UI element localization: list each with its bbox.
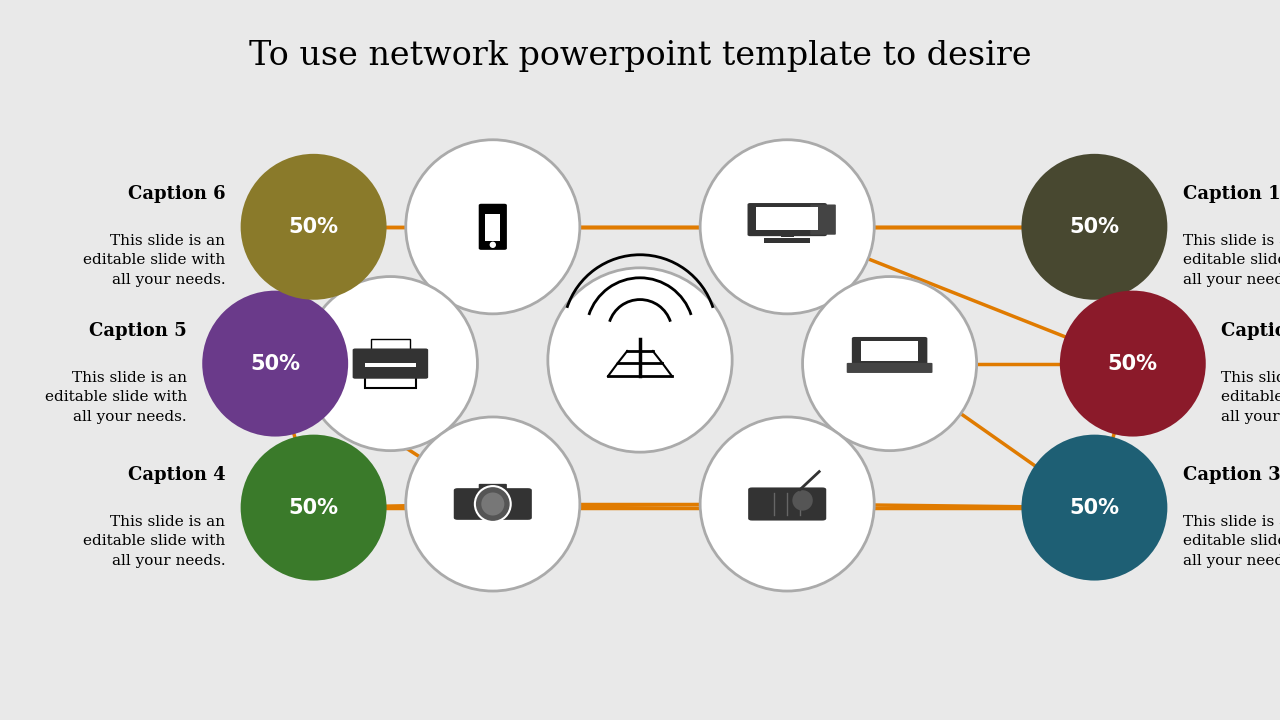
FancyBboxPatch shape (748, 203, 827, 236)
FancyBboxPatch shape (479, 204, 507, 250)
Ellipse shape (406, 417, 580, 591)
FancyBboxPatch shape (847, 363, 932, 373)
FancyBboxPatch shape (479, 484, 507, 492)
Text: 50%: 50% (1107, 354, 1158, 374)
FancyBboxPatch shape (764, 238, 810, 243)
FancyBboxPatch shape (781, 226, 794, 237)
Text: 50%: 50% (288, 217, 339, 237)
FancyBboxPatch shape (860, 341, 919, 361)
Text: 50%: 50% (250, 354, 301, 374)
FancyBboxPatch shape (353, 348, 428, 379)
Ellipse shape (1021, 154, 1167, 300)
Text: This slide is an
editable slide with
all your needs.: This slide is an editable slide with all… (1183, 234, 1280, 287)
Ellipse shape (475, 486, 511, 522)
Ellipse shape (700, 417, 874, 591)
Text: This slide is an
editable slide with
all your needs.: This slide is an editable slide with all… (83, 234, 225, 287)
Text: This slide is an
editable slide with
all your needs.: This slide is an editable slide with all… (1221, 371, 1280, 424)
Text: Caption 3: Caption 3 (1183, 467, 1280, 484)
FancyBboxPatch shape (454, 488, 532, 520)
Ellipse shape (202, 291, 348, 436)
Ellipse shape (548, 268, 732, 452)
Ellipse shape (490, 242, 497, 248)
Ellipse shape (406, 140, 580, 314)
Ellipse shape (792, 490, 813, 510)
Ellipse shape (241, 154, 387, 300)
FancyBboxPatch shape (365, 375, 416, 388)
Ellipse shape (1060, 291, 1206, 436)
FancyBboxPatch shape (852, 337, 927, 365)
Ellipse shape (1021, 435, 1167, 580)
Text: 50%: 50% (1069, 217, 1120, 237)
Text: Caption 2: Caption 2 (1221, 323, 1280, 340)
Text: Caption 5: Caption 5 (90, 323, 187, 340)
FancyBboxPatch shape (756, 207, 818, 230)
Text: Caption 6: Caption 6 (128, 185, 225, 203)
Ellipse shape (481, 492, 504, 516)
FancyBboxPatch shape (365, 363, 416, 367)
Text: Caption 1: Caption 1 (1183, 185, 1280, 203)
Text: This slide is an
editable slide with
all your needs.: This slide is an editable slide with all… (1183, 515, 1280, 568)
Text: To use network powerpoint template to desire: To use network powerpoint template to de… (248, 40, 1032, 71)
Ellipse shape (303, 276, 477, 451)
FancyBboxPatch shape (810, 204, 836, 235)
FancyBboxPatch shape (485, 214, 500, 241)
Ellipse shape (803, 276, 977, 451)
FancyBboxPatch shape (749, 487, 827, 521)
FancyBboxPatch shape (371, 339, 410, 354)
Text: 50%: 50% (288, 498, 339, 518)
Text: This slide is an
editable slide with
all your needs.: This slide is an editable slide with all… (83, 515, 225, 568)
Text: 50%: 50% (1069, 498, 1120, 518)
Ellipse shape (241, 435, 387, 580)
Ellipse shape (700, 140, 874, 314)
Text: This slide is an
editable slide with
all your needs.: This slide is an editable slide with all… (45, 371, 187, 424)
Text: Caption 4: Caption 4 (128, 467, 225, 484)
